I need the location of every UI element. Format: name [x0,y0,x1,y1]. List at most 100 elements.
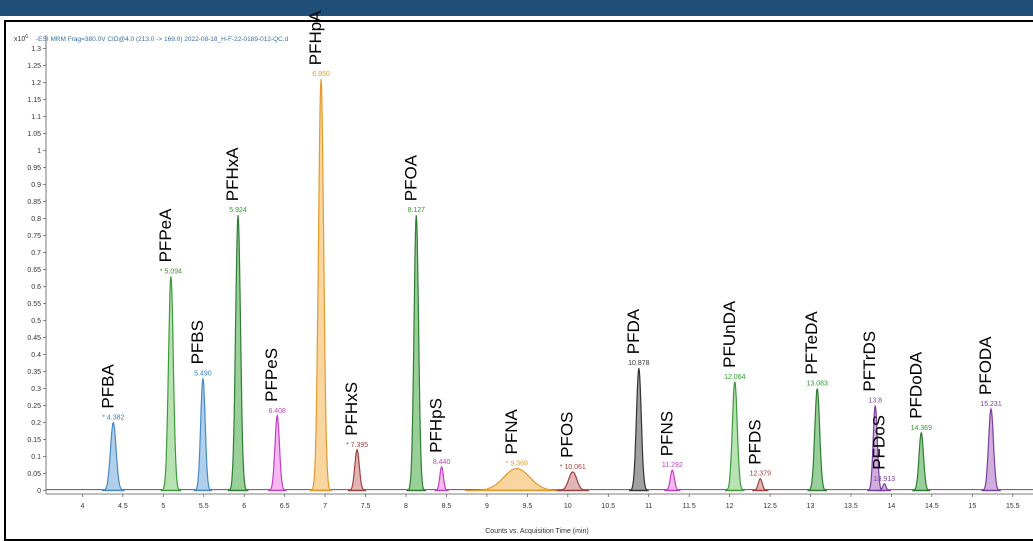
rt-label: 10.878 [628,360,650,367]
compound-label: PFDoS [869,415,888,470]
y-tick-label: 1.05 [27,131,41,138]
compound-label: PFHpA [306,10,325,65]
rt-label: 12.064 [724,374,746,381]
compound-label: PFBA [98,364,117,409]
peak-PFBS [193,378,213,492]
peak-PFHpA [310,79,332,492]
x-tick-label: 9 [485,503,489,510]
y-tick-label: 0.1 [31,454,41,461]
rt-label: * 5.094 [160,268,182,275]
y-tick-label: 0.35 [27,369,41,376]
y-tick-label: 0.65 [27,267,41,274]
y-tick-label: 1.2 [31,80,41,87]
x-axis-label: Counts vs. Acquisition Time (min) [485,528,588,535]
peak-PFHpS [434,465,449,492]
x-tick-label: 13 [807,503,815,510]
y-tick-label: 0.95 [27,165,41,172]
rt-label: 6.950 [312,71,330,78]
rt-label: 8.127 [408,207,426,214]
x-tick-label: 11 [645,503,652,510]
rt-label: * 9.369 [506,461,528,468]
x-tick-label: 11.5 [683,503,696,510]
peak-PFBA [102,421,125,492]
y-multiplier-label: x106 [14,34,28,43]
rt-label: 13.083 [807,381,829,388]
x-tick-label: 8 [404,503,408,510]
rt-label: 15.231 [980,401,1002,408]
rt-label: 13.913 [874,476,896,483]
y-tick-label: 1.15 [27,97,41,104]
y-tick-label: 0.25 [27,403,41,410]
rt-label: 5.490 [194,370,212,377]
x-tick-label: 14.5 [925,503,939,510]
y-tick-label: 0.45 [27,335,41,342]
compound-label: PFDA [624,308,643,354]
x-tick-label: 14 [888,503,896,510]
y-tick-label: 0.4 [31,352,41,359]
x-tick-label: 6 [242,503,246,510]
peak-PFDoS [877,483,891,492]
y-tick-label: 0.15 [27,437,41,444]
rt-label: * 4.382 [102,415,124,422]
peak-PFOA [406,215,426,492]
x-tick-label: 6.5 [280,503,290,510]
y-tick-label: 0.9 [31,182,41,189]
title-bar [0,0,1033,16]
rt-label: 12.379 [750,471,772,478]
x-tick-label: 5 [161,503,165,510]
x-tick-label: 8.5 [442,503,452,510]
y-tick-label: 0.8 [31,216,41,223]
compound-label: PFDoDA [906,351,925,419]
x-tick-label: 7.5 [361,503,371,510]
peak-PFDS [752,478,769,492]
compound-label: PFTeDA [802,311,821,375]
peak-PFHxS [348,448,367,492]
y-tick-label: 0.05 [27,471,41,478]
y-tick-label: 0.75 [27,233,41,240]
peak-PFOS [556,471,589,492]
peak-PFDoDA [912,431,931,492]
y-tick-label: 0.3 [31,386,41,393]
y-tick-label: 0.55 [27,301,41,308]
rt-label: 5.924 [229,207,247,214]
peak-labels: * 4.382 PFBA * 5.094 PFPeA 5.490 PFBS 5.924 PFH… [98,10,1002,483]
peak-PFNA [465,467,569,492]
compound-label: PFPeS [262,348,281,402]
compound-label: PFUnDA [720,300,739,368]
rt-label: * 7.395 [346,442,368,449]
peak-PFUnDA [724,381,745,492]
axes: 0 0.05 0.1 0.15 0.2 0.25 0.3 0.35 0.4 0.45 0.5 0.55… [27,35,1033,510]
x-tick-label: 10 [564,503,572,510]
y-tick-label: 0.5 [31,318,41,325]
y-tick-label: 0 [37,488,41,495]
peak-PFNS [664,469,681,492]
rt-label: * 10.061 [560,464,586,471]
x-tick-label: 15 [968,503,976,510]
compound-label: PFODA [976,336,995,395]
y-tick-label: 0.85 [27,199,41,206]
y-tick-label: 0.6 [31,284,41,291]
compound-label: PFOA [401,154,420,201]
compound-label: PFHxS [342,382,361,436]
peaks [102,79,1001,492]
compound-label: PFTrDS [860,331,879,392]
x-tick-label: 4 [80,503,84,510]
peak-PFDA [628,368,649,492]
x-tick-label: 15.5 [1006,503,1020,510]
rt-label: 13.8 [868,398,882,405]
y-tick-label: 1.25 [27,63,41,70]
peak-PFHxA [227,215,249,492]
rt-label: 14.369 [911,425,933,432]
compound-label: PFHpS [427,398,446,453]
peak-PFPeA [160,276,182,492]
y-tick-label: 0.7 [31,250,41,257]
peak-PFPeS [268,413,287,492]
rt-label: 6.408 [268,408,286,415]
compound-label: PFNS [657,411,676,456]
compound-label: PFNA [502,409,521,455]
y-tick-label: 0.2 [31,420,41,427]
compound-label: PFBS [188,320,207,364]
x-tick-label: 9.5 [522,503,532,510]
x-tick-label: 4.5 [118,503,128,510]
